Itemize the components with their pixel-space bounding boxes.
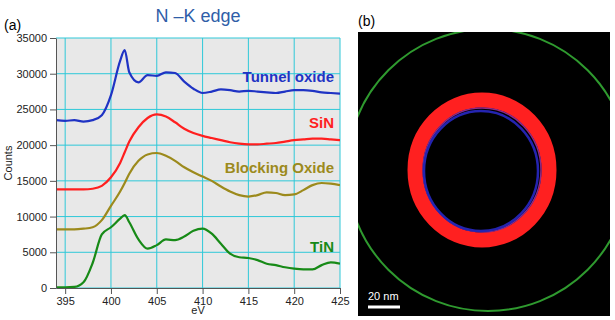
y-tick: 30000 bbox=[16, 68, 56, 80]
y-tick-mark bbox=[50, 252, 56, 253]
x-tick: 400 bbox=[102, 288, 120, 307]
x-tick-mark bbox=[157, 288, 158, 294]
y-tick-mark bbox=[50, 145, 56, 146]
x-tick-label: 420 bbox=[286, 295, 304, 307]
scale-bar bbox=[368, 306, 400, 309]
y-tick-mark bbox=[50, 74, 56, 75]
y-tick-label: 10000 bbox=[16, 211, 47, 223]
map-image bbox=[358, 32, 610, 316]
y-tick: 10000 bbox=[16, 211, 56, 223]
x-tick-mark bbox=[203, 288, 204, 294]
y-tick-label: 20000 bbox=[16, 139, 47, 151]
map-outer-ring bbox=[358, 32, 610, 311]
map-inner-edge bbox=[423, 108, 541, 232]
y-tick: 5000 bbox=[23, 246, 56, 258]
y-tick: 25000 bbox=[16, 103, 56, 115]
grid bbox=[56, 38, 340, 288]
figure: N –K edge (a) Tunnel oxide SiN Blocking Oxid… bbox=[0, 0, 615, 320]
grid-line-x bbox=[202, 38, 203, 288]
series-line bbox=[56, 215, 340, 287]
series-labels: Tunnel oxide SiN Blocking Oxide TiN bbox=[225, 68, 334, 255]
x-tick: 415 bbox=[240, 288, 258, 307]
x-tick-mark bbox=[248, 288, 249, 294]
y-axis-line bbox=[56, 39, 57, 289]
y-axis-title: Counts bbox=[2, 145, 14, 180]
grid-line-y bbox=[56, 288, 340, 289]
grid-line-y bbox=[56, 216, 340, 217]
y-tick-mark bbox=[50, 109, 56, 110]
map-blue-ring bbox=[424, 111, 538, 231]
series-line bbox=[56, 50, 340, 121]
x-tick-label: 395 bbox=[56, 295, 74, 307]
x-tick: 405 bbox=[148, 288, 166, 307]
series-line bbox=[56, 153, 340, 229]
map-background bbox=[358, 32, 610, 316]
grid-line-y bbox=[56, 252, 340, 253]
lines bbox=[56, 50, 340, 287]
x-tick-label: 425 bbox=[331, 295, 349, 307]
x-axis-title: eV bbox=[191, 304, 205, 316]
panel-label: (a) bbox=[4, 17, 21, 33]
y-tick-label: 15000 bbox=[16, 175, 47, 187]
grid-line-x bbox=[110, 38, 111, 288]
y-axis: 0 5000 10000 15000 20000 25000 30000 35000 bbox=[16, 32, 56, 294]
grid-line-y bbox=[56, 145, 340, 146]
x-tick-mark bbox=[65, 288, 66, 294]
y-tick-mark bbox=[50, 38, 56, 39]
series-label: Blocking Oxide bbox=[225, 159, 334, 176]
grid-line-x bbox=[340, 38, 341, 288]
y-tick-mark bbox=[50, 181, 56, 182]
y-tick-label: 30000 bbox=[16, 68, 47, 80]
x-tick: 425 bbox=[331, 288, 349, 307]
y-tick: 0 bbox=[41, 282, 56, 294]
map-red-ring bbox=[415, 100, 549, 240]
y-tick-label: 0 bbox=[41, 282, 47, 294]
x-tick-label: 405 bbox=[148, 295, 166, 307]
x-tick-mark bbox=[340, 288, 341, 294]
x-axis-line bbox=[57, 288, 341, 289]
plot-background bbox=[56, 38, 340, 288]
x-tick: 420 bbox=[286, 288, 304, 307]
series-label: TiN bbox=[310, 238, 334, 255]
grid-line-y bbox=[56, 109, 340, 110]
x-tick-mark bbox=[111, 288, 112, 294]
x-tick-label: 400 bbox=[102, 295, 120, 307]
x-tick-label: 415 bbox=[240, 295, 258, 307]
grid-line-y bbox=[56, 38, 340, 39]
y-tick-label: 5000 bbox=[23, 246, 47, 258]
grid-line-x bbox=[65, 38, 66, 288]
x-tick-mark bbox=[294, 288, 295, 294]
x-tick: 395 bbox=[56, 288, 74, 307]
panel-label: (b) bbox=[358, 13, 375, 29]
y-tick-mark bbox=[50, 217, 56, 218]
chart-title: N –K edge bbox=[155, 6, 240, 26]
y-tick-label: 25000 bbox=[16, 103, 47, 115]
grid-line-y bbox=[56, 180, 340, 181]
y-tick: 20000 bbox=[16, 139, 56, 151]
series-label: SiN bbox=[309, 114, 334, 131]
series-line bbox=[56, 114, 340, 189]
y-tick: 35000 bbox=[16, 32, 56, 44]
y-tick: 15000 bbox=[16, 175, 56, 187]
y-tick-mark bbox=[50, 288, 56, 289]
scale-bar-label: 20 nm bbox=[368, 290, 399, 302]
y-tick-label: 35000 bbox=[16, 32, 47, 44]
series-label: Tunnel oxide bbox=[243, 68, 334, 85]
